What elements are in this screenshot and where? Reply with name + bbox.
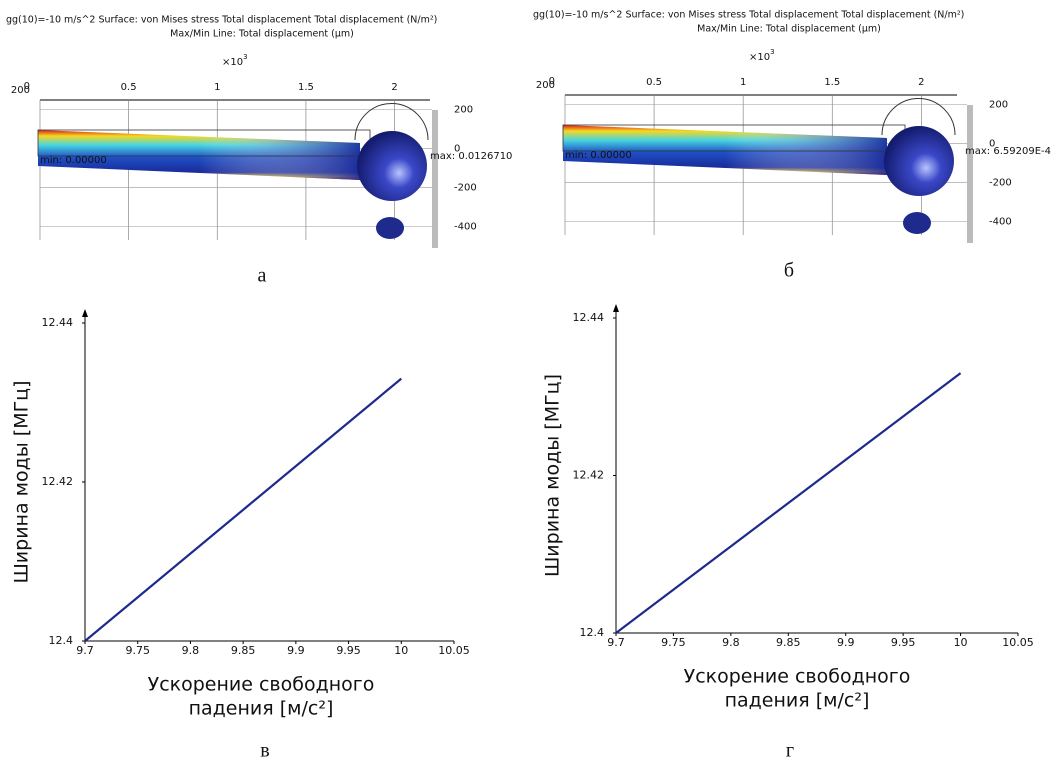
proof-mass xyxy=(357,131,427,201)
x-axis-label: падения [м/с²] xyxy=(725,690,870,712)
shadow-mass xyxy=(903,212,931,234)
sim-y-tick-label: -400 xyxy=(989,217,1012,228)
x-tick-label: 10.05 xyxy=(438,644,470,657)
shadow-mass xyxy=(376,217,404,239)
x-tick-label: 9.75 xyxy=(125,644,150,657)
sim-subtitle: Max/Min Line: Total displacement (µm) xyxy=(697,24,881,35)
proof-mass xyxy=(884,126,954,196)
y-tick-label: 12.44 xyxy=(573,311,605,324)
sim-x-tick-label: 1.5 xyxy=(824,77,840,88)
sim-x-tick-label: 1 xyxy=(214,82,220,93)
y-tick-label: 12.4 xyxy=(580,626,605,639)
sim-corner-label: 200 xyxy=(11,85,30,96)
scale-label: ×103 xyxy=(222,53,248,68)
sim-y-tick-label: 200 xyxy=(454,105,473,116)
y-tick-label: 12.42 xyxy=(42,475,74,488)
x-tick-label: 10 xyxy=(394,644,408,657)
x-tick-label: 9.7 xyxy=(76,644,94,657)
x-tick-label: 9.95 xyxy=(891,636,916,649)
y-tick-label: 12.4 xyxy=(49,634,74,647)
x-axis-label: Ускорение свободного xyxy=(148,674,375,696)
sim-corner-label: 200 xyxy=(536,80,555,91)
max-label: max: 0.0126710 xyxy=(430,151,512,162)
x-tick-label: 9.8 xyxy=(722,636,740,649)
data-line xyxy=(616,373,961,633)
caption: а xyxy=(258,265,267,287)
simulation-panel: gg(10)=-10 m/s^2 Surface: von Mises stre… xyxy=(6,15,512,287)
max-label: max: 6.59209E-4 xyxy=(965,146,1051,157)
x-axis-label: падения [м/с²] xyxy=(189,698,334,720)
min-label: min: 0.00000 xyxy=(565,150,632,161)
caption: в xyxy=(260,740,269,762)
scale-base: ×10 xyxy=(749,52,770,63)
sim-subtitle: Max/Min Line: Total displacement (µm) xyxy=(170,29,354,40)
simulation-panel: gg(10)=-10 m/s^2 Surface: von Mises stre… xyxy=(533,10,1051,282)
y-axis-label: Ширина моды [МГц] xyxy=(542,374,564,577)
x-tick-label: 9.75 xyxy=(661,636,686,649)
sim-title: gg(10)=-10 m/s^2 Surface: von Mises stre… xyxy=(533,10,964,21)
y-axis-label: Ширина моды [МГц] xyxy=(11,380,33,583)
y-axis-arrow xyxy=(613,304,619,312)
sim-title: gg(10)=-10 m/s^2 Surface: von Mises stre… xyxy=(6,15,437,26)
caption: б xyxy=(784,260,794,282)
sim-y-tick-label: -200 xyxy=(989,178,1012,189)
min-label: min: 0.00000 xyxy=(40,155,107,166)
sim-x-tick-label: 0.5 xyxy=(646,77,662,88)
x-tick-label: 9.7 xyxy=(607,636,625,649)
x-axis-label: Ускорение свободного xyxy=(684,666,911,688)
x-tick-label: 9.85 xyxy=(231,644,256,657)
sim-y-tick-label: 200 xyxy=(989,100,1008,111)
scale-base: ×10 xyxy=(222,57,243,68)
sim-y-axis xyxy=(967,105,973,243)
data-line xyxy=(85,379,401,641)
figure: gg(10)=-10 m/s^2 Surface: von Mises stre… xyxy=(0,0,1054,764)
sim-x-tick-label: 1.5 xyxy=(298,82,314,93)
scale-label: ×103 xyxy=(749,48,775,63)
sim-x-tick-label: 2 xyxy=(918,77,924,88)
scale-exponent: 3 xyxy=(770,48,774,56)
x-tick-label: 9.9 xyxy=(287,644,305,657)
sim-x-tick-label: 0.5 xyxy=(121,82,137,93)
x-tick-label: 9.8 xyxy=(182,644,200,657)
y-tick-label: 12.44 xyxy=(42,316,74,329)
scale-exponent: 3 xyxy=(243,53,247,61)
x-tick-label: 9.85 xyxy=(776,636,801,649)
sim-x-tick-label: 1 xyxy=(740,77,746,88)
caption: г xyxy=(786,740,794,762)
sim-y-axis xyxy=(432,110,438,248)
x-tick-label: 9.9 xyxy=(837,636,855,649)
sim-y-tick-label: -400 xyxy=(454,222,477,233)
x-tick-label: 10.05 xyxy=(1002,636,1034,649)
y-tick-label: 12.42 xyxy=(573,469,605,482)
x-tick-label: 9.95 xyxy=(336,644,361,657)
y-axis-arrow xyxy=(82,309,88,317)
x-tick-label: 10 xyxy=(954,636,968,649)
sim-x-tick-label: 2 xyxy=(391,82,397,93)
sim-y-tick-label: -200 xyxy=(454,183,477,194)
